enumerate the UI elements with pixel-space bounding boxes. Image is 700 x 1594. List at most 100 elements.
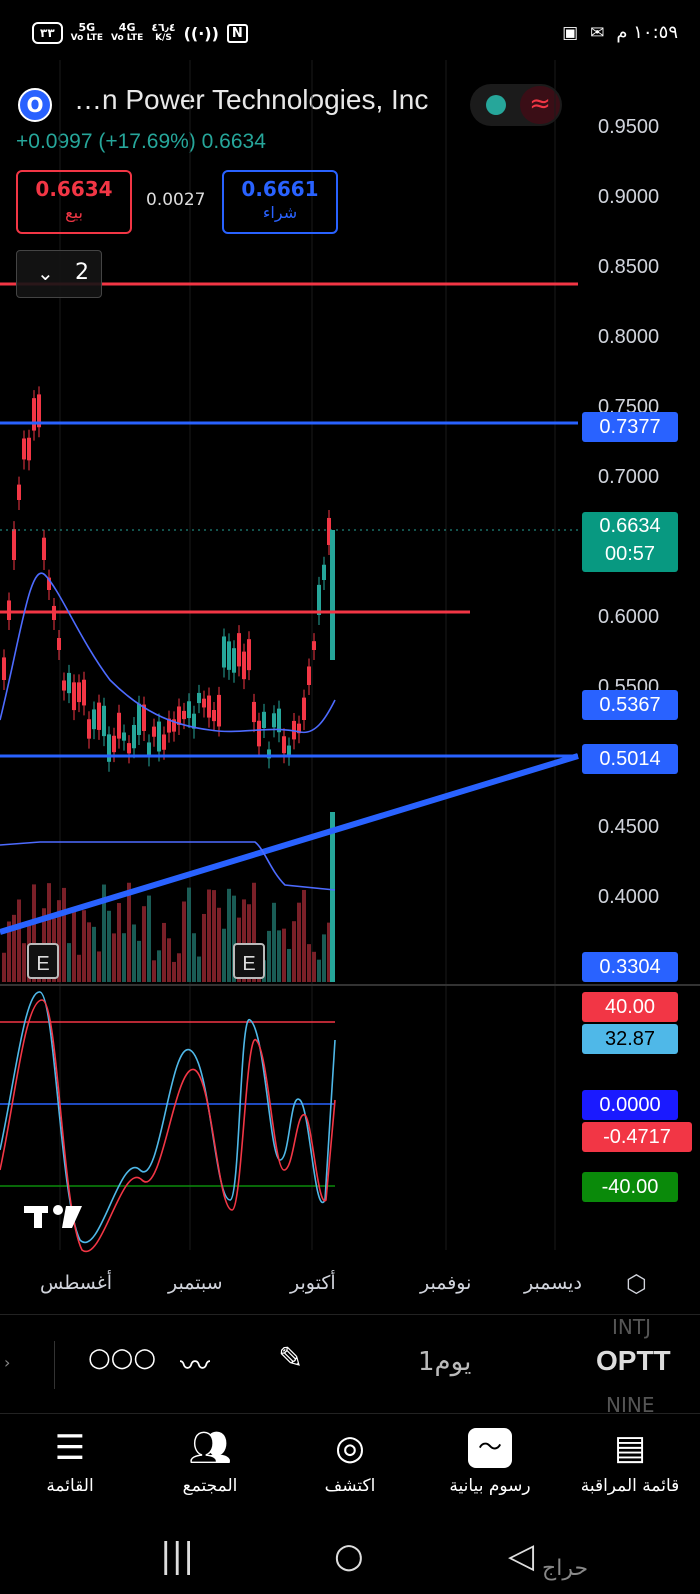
indicators-collapse-button[interactable]: ⌄ 2 [16,250,102,298]
nav-menu[interactable]: ☰ القائمة [0,1420,140,1496]
buy-price: 0.6661 [241,177,319,201]
volume-bar [232,895,236,982]
volume-bar [297,902,301,982]
chart-header: O …n Power Technologies, Inc ≈ [0,80,570,130]
nav-label: المجتمع [182,1476,238,1496]
candle [2,657,6,680]
nav-explore[interactable]: ◎ اكتشف [280,1420,420,1496]
candle [42,537,46,560]
volume-bar [132,924,136,982]
candle [17,484,21,500]
market-status-toggle[interactable]: ≈ [470,84,562,126]
hotspot-icon: ((·)) [183,23,219,43]
volume-bar [122,933,126,982]
candle [127,743,131,754]
price-tick: 0.4000 [598,886,660,908]
candle [197,692,201,704]
volume-bar [107,910,111,982]
nav-watchlist[interactable]: ▤ قائمة المراقبة [560,1420,700,1496]
compass-icon: ◎ [335,1428,365,1468]
volume-bar [102,884,106,982]
network-4g: 4G Vo LTE [110,21,144,43]
notification-icon: ✉ [590,22,605,43]
candle [67,672,71,694]
volume-bar [252,882,256,982]
price-tick: 0.8500 [598,256,660,278]
toolbar-divider [54,1341,55,1389]
volume-bar [17,899,21,982]
symbol-logo[interactable]: O [18,88,52,122]
candle [102,705,106,737]
symbol-picker-next[interactable]: NINE [606,1393,655,1417]
price-tick: 0.4500 [598,816,660,838]
candle [312,641,316,650]
volume-bar [177,953,181,982]
volume-bar [192,933,196,982]
nav-charts[interactable]: 〜 رسوم بيانية [420,1420,560,1496]
volume-bar [32,884,36,982]
candle [187,701,191,719]
volume-bar [212,890,216,982]
volume-bar [272,902,276,982]
candle [212,709,216,722]
indicators-icon[interactable]: 〰 [180,1349,210,1384]
volume-bar [112,933,116,982]
volume-ma-line [0,841,336,891]
market-open-icon [486,95,506,115]
back-icon[interactable]: ◁ [508,1536,535,1576]
volume-bars [2,812,335,982]
interval-selector[interactable]: 1يوم [418,1347,472,1377]
symbol-picker[interactable]: OPTT [596,1345,671,1376]
candle [307,666,311,685]
clock: ١٠:٥٩ م [616,22,678,43]
price-chart[interactable]: E E [0,0,700,1260]
oscillator-tag: 40.00 [582,992,678,1022]
price-tag: 0.6634 00:57 [582,512,678,572]
volume-bar [322,934,326,982]
volume-bar [62,887,66,982]
candle [122,732,126,741]
sell-button[interactable]: 0.6634 بيع [16,170,132,234]
candle [32,398,36,431]
drawing-pencil-icon[interactable]: ✎ [278,1341,304,1376]
more-icon[interactable]: ○○○ [88,1343,157,1373]
volume-bar [157,950,161,982]
time-label: ديسمبر [524,1272,582,1294]
volume-bar [47,883,51,982]
symbol-name[interactable]: …n Power Technologies, Inc [74,84,429,115]
volume-bar [77,954,81,982]
candle [327,517,331,545]
candle [132,724,136,749]
symbol-picker-prev[interactable]: INTJ [612,1315,651,1339]
candle [22,438,26,460]
home-icon[interactable]: ○ [334,1536,364,1576]
chart-icon: 〜 [468,1428,512,1468]
candle [97,702,101,730]
candle [322,564,326,580]
candle [207,695,211,718]
candle [267,749,271,759]
time-label: أغسطس [40,1272,112,1294]
candle [232,648,236,673]
nav-community[interactable]: 👥︎ المجتمع [140,1420,280,1496]
volume-bar [117,903,121,982]
nav-label: قائمة المراقبة [580,1476,680,1496]
settings-icon[interactable]: ⬡ [626,1270,647,1298]
nav-label: اكتشف [324,1476,376,1496]
volume-bar [7,921,11,982]
volume-bar [302,889,306,982]
candle [237,633,241,667]
volume-bar [82,910,86,982]
candle [117,712,121,739]
volume-bar [142,906,146,982]
candle [92,709,96,730]
osc-main-line [0,991,336,1244]
candle [247,639,251,671]
price-change: +0.0997 (+17.69%) 0.6634 [16,130,266,153]
scroll-arrow-icon[interactable]: › [4,1353,11,1372]
recents-icon[interactable]: ||| [160,1536,195,1576]
candle [242,651,246,680]
volume-bar [152,960,156,982]
buy-button[interactable]: 0.6661 شراء [222,170,338,234]
volume-bar [207,889,211,982]
